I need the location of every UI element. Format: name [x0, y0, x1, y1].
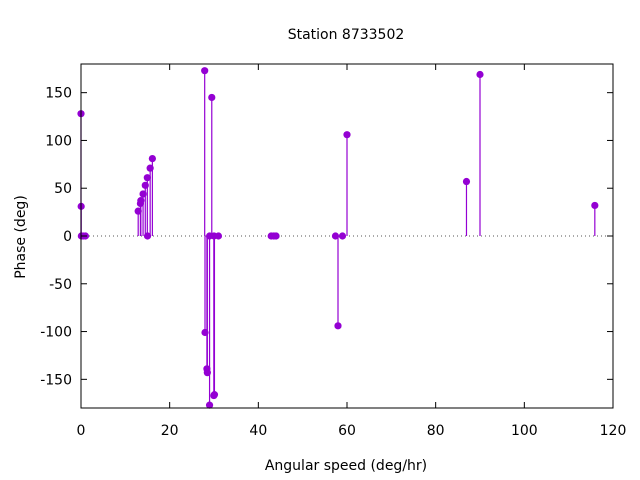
data-point [201, 328, 209, 337]
data-point [143, 174, 151, 182]
y-tick-label: 150 [45, 86, 72, 102]
data-point [205, 401, 214, 409]
data-point [272, 232, 280, 240]
data-point [476, 70, 484, 79]
x-axis-ticks: 0 20 40 60 80 100 120 [77, 64, 627, 439]
points-layer [77, 67, 599, 409]
y-tick-label: -150 [40, 372, 72, 388]
data-point [137, 197, 145, 205]
x-tick-label: 60 [338, 423, 356, 439]
x-tick-label: 40 [249, 423, 267, 439]
data-point [148, 155, 156, 163]
chart-title: Station 8733502 [288, 27, 405, 43]
data-point [139, 190, 147, 198]
y-tick-label: 50 [54, 181, 72, 197]
x-tick-label: 80 [427, 423, 445, 439]
x-tick-label: 120 [600, 423, 627, 439]
y-tick-label: -100 [40, 325, 72, 341]
y-tick-label: -50 [49, 277, 72, 293]
data-point [146, 164, 154, 172]
y-axis-label: Phase (deg) [13, 195, 29, 279]
data-point [134, 207, 142, 215]
data-point [143, 232, 152, 240]
data-point [214, 232, 223, 240]
y-tick-label: 0 [63, 229, 72, 245]
data-point [343, 131, 351, 139]
data-point [203, 369, 211, 377]
y-axis-ticks: -150 -100 -50 0 50 100 150 [40, 86, 613, 388]
data-point [591, 201, 599, 210]
data-point [210, 391, 219, 399]
data-point [208, 93, 216, 102]
x-tick-label: 100 [511, 423, 538, 439]
data-point [334, 322, 342, 330]
y-tick-label: 100 [45, 133, 72, 149]
data-point [141, 181, 149, 189]
data-point [462, 177, 471, 186]
data-point [201, 67, 209, 75]
x-tick-label: 0 [77, 423, 86, 439]
data-point [338, 232, 347, 240]
x-axis-label: Angular speed (deg/hr) [265, 458, 427, 474]
x-tick-label: 20 [161, 423, 179, 439]
data-point [331, 232, 340, 240]
